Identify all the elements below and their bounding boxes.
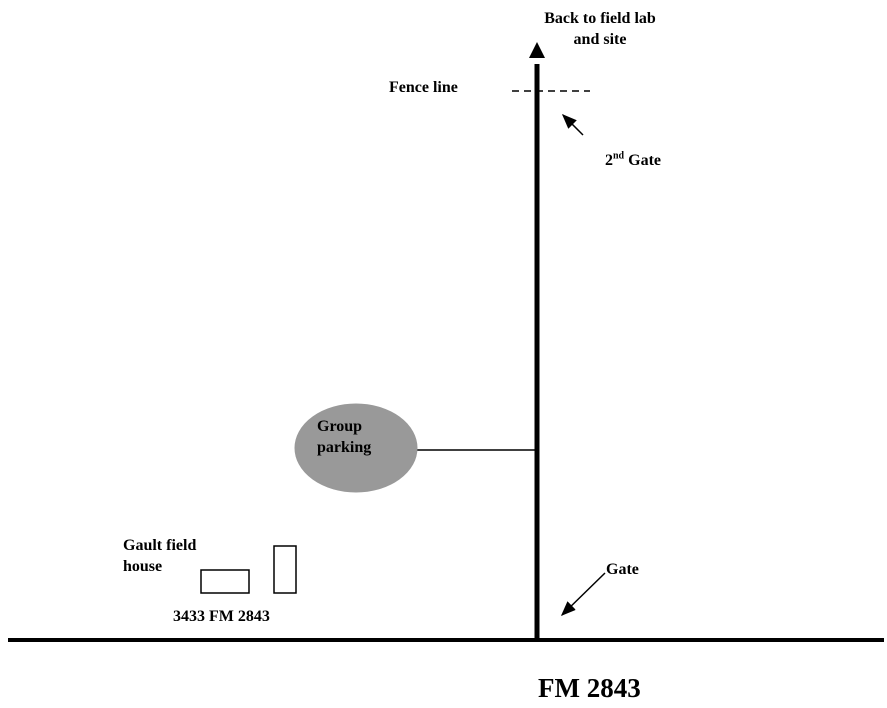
second-gate-number: 2 <box>605 152 613 169</box>
address-label: 3433 FM 2843 <box>173 608 270 625</box>
second-gate-suffix: nd <box>613 150 625 162</box>
group-parking-label: Group parking <box>317 416 371 458</box>
second-gate-label: 2nd Gate <box>605 150 661 171</box>
road-arrow-icon <box>529 42 545 58</box>
back-to-field-lab-line2: and site <box>573 31 627 48</box>
second-gate-arrow-icon <box>561 113 584 136</box>
back-to-field-lab-line1: Back to field lab <box>544 10 656 27</box>
gate-arrow-icon <box>560 572 606 617</box>
road-name-label: FM 2843 <box>538 673 641 703</box>
gault-field-house-line1: Gault field <box>123 537 197 554</box>
field-house-building-icon <box>200 569 250 594</box>
group-parking-area <box>294 403 418 493</box>
gate-label: Gate <box>606 561 639 578</box>
fence-line-label: Fence line <box>389 79 458 96</box>
gault-field-house-label: Gault field house <box>123 535 196 577</box>
second-gate-word: Gate <box>628 152 661 169</box>
group-parking-line2: parking <box>317 439 372 456</box>
gault-field-house-line2: house <box>123 558 163 575</box>
back-to-field-lab-label: Back to field lab and site <box>530 8 670 50</box>
field-house-annex-icon <box>273 545 297 594</box>
group-parking-line1: Group <box>317 418 363 435</box>
